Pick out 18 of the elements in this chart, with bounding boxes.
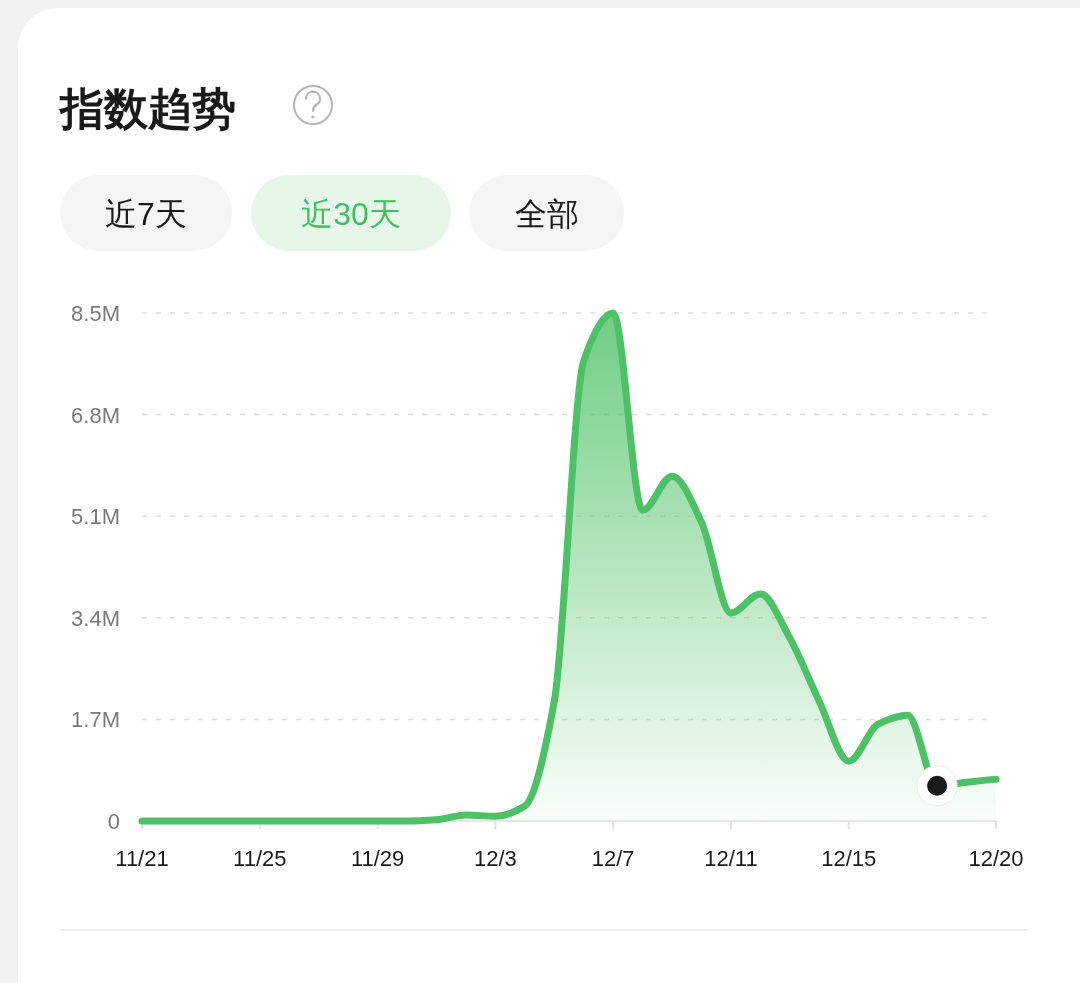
x-tick-label: 12/15 xyxy=(821,846,877,871)
x-tick-label: 11/25 xyxy=(233,846,287,871)
text: 近7天 xyxy=(105,196,187,232)
text: 近30天 xyxy=(301,196,401,232)
y-tick-label: 1.7M xyxy=(71,707,120,733)
x-tick-label: 12/20 xyxy=(968,846,1024,871)
y-tick-label: 8.5M xyxy=(71,301,120,326)
x-tick-label: 11/21 xyxy=(115,846,169,871)
y-tick-label: 5.1M xyxy=(71,504,120,530)
y-tick-label: 3.4M xyxy=(71,605,120,631)
x-tick-label: 12/11 xyxy=(704,846,758,871)
y-tick-label: 0 xyxy=(107,809,120,834)
x-tick-label: 12/3 xyxy=(473,846,517,871)
y-tick-label: 6.8M xyxy=(71,402,120,428)
x-tick-label: 11/29 xyxy=(350,846,405,871)
text: 全部 xyxy=(514,196,579,232)
chart-title: 指数趋势 xyxy=(58,84,236,133)
x-tick-label: 12/7 xyxy=(591,846,635,871)
